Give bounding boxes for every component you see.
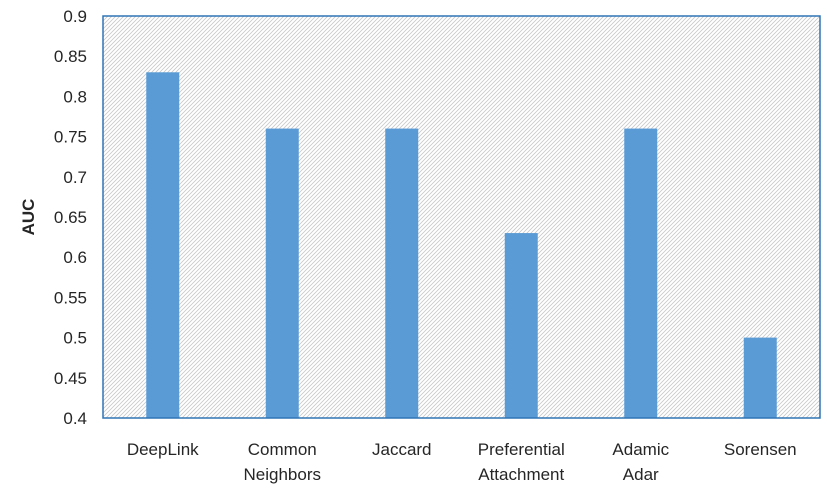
bars-group	[146, 72, 777, 418]
bar-deeplink	[146, 72, 180, 418]
x-category-label: Preferential Attachment	[478, 440, 565, 484]
y-tick-label: 0.75	[54, 128, 87, 147]
y-tick-label: 0.4	[63, 409, 87, 428]
plot-border	[102, 15, 821, 419]
y-tick-label: 0.65	[54, 208, 87, 227]
bar-common-neighbors	[265, 128, 299, 418]
plot-area	[103, 16, 820, 418]
x-category-label: Adamic Adar	[612, 440, 669, 484]
x-axis-labels: DeepLink Common Neighbors Jaccard Preferenti…	[127, 440, 797, 484]
bar-jaccard	[385, 128, 419, 418]
y-tick-label: 0.85	[54, 47, 87, 66]
y-tick-label: 0.45	[54, 369, 87, 388]
y-tick-label: 0.55	[54, 288, 87, 307]
y-tick-label: 0.7	[63, 168, 87, 187]
y-tick-label: 0.5	[63, 329, 87, 348]
bar-sorensen	[743, 337, 777, 418]
y-tick-label: 0.9	[63, 7, 87, 26]
bar-adamic-adar	[624, 128, 658, 418]
y-axis-ticks: 0.4 0.45 0.5 0.55 0.6 0.65 0.7 0.75 0.8 0.85 0.9	[54, 7, 87, 428]
x-category-label: Jaccard	[372, 440, 432, 459]
y-axis-title: AUC	[19, 199, 38, 236]
y-tick-label: 0.6	[63, 248, 87, 267]
x-category-label: Common Neighbors	[244, 440, 322, 484]
x-category-label: Sorensen	[724, 440, 797, 459]
y-tick-label: 0.8	[63, 87, 87, 106]
bar-preferential-attachment	[504, 233, 538, 418]
x-category-label: DeepLink	[127, 440, 199, 459]
